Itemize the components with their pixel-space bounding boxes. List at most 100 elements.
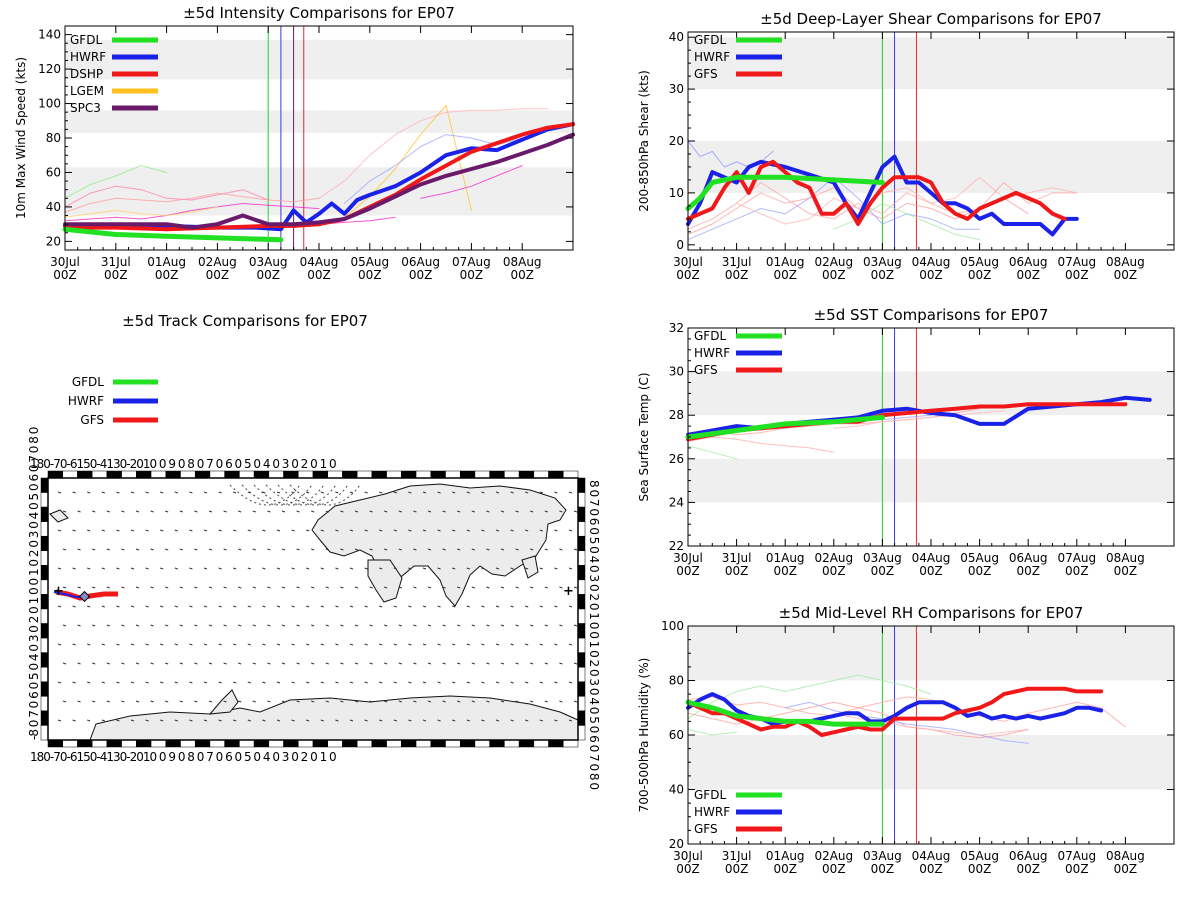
- field-arc: [241, 484, 313, 506]
- field-dash: [218, 605, 222, 608]
- legend-label-hwrf: HWRF: [694, 346, 730, 360]
- field-dash: [87, 605, 91, 608]
- frame-cell-left: [40, 725, 49, 741]
- frame-cell-left: [40, 710, 49, 726]
- y-tick-label: 140: [38, 28, 61, 42]
- frame-cell-left: [40, 594, 49, 610]
- frame-cell-right: [577, 710, 586, 726]
- field-dash: [354, 510, 359, 513]
- field-dash: [252, 510, 256, 513]
- field-dash: [530, 624, 534, 627]
- map-left-tick-labels: -8 0 7 0 6 0 5 0 4 0 3 0 2 0 1 0 0 1 0 2…: [27, 427, 41, 740]
- y-tick-label: 60: [46, 165, 61, 179]
- field-dash: [495, 681, 500, 684]
- map-legend-label-hwrf: HWRF: [68, 394, 104, 408]
- field-dash: [539, 605, 543, 608]
- field-arc: [277, 484, 349, 506]
- field-dash: [481, 719, 485, 722]
- field-dash: [252, 624, 256, 627]
- field-dash: [281, 624, 286, 627]
- field-dash: [130, 567, 135, 570]
- field-dash: [393, 643, 397, 646]
- x-tick-label-date: 02Aug: [814, 849, 853, 863]
- x-tick-label-hour: 00Z: [1114, 564, 1138, 578]
- field-dash: [384, 586, 388, 589]
- field-dash: [208, 700, 213, 703]
- field-dash: [57, 605, 62, 608]
- field-dash: [160, 529, 164, 532]
- field-arc: [289, 484, 361, 506]
- field-dash: [427, 700, 432, 703]
- field-dash: [486, 700, 490, 703]
- x-tick-label-date: 04Aug: [912, 255, 951, 269]
- x-tick-label: 01Aug 00Z: [766, 551, 805, 578]
- x-tick-label-hour: 00Z: [725, 268, 749, 282]
- frame-cell-bottom: [415, 739, 432, 748]
- frame-cell-right: [577, 477, 586, 493]
- field-dash: [349, 719, 354, 722]
- field-dash: [349, 491, 354, 494]
- field-dash: [413, 510, 417, 513]
- field-dash: [238, 662, 242, 665]
- field-dash: [194, 662, 198, 665]
- x-tick-label: 07Aug 00Z: [1057, 551, 1096, 578]
- field-dash: [72, 681, 76, 684]
- field-dash: [306, 681, 310, 684]
- field-dash: [160, 491, 164, 494]
- field-dash: [296, 510, 300, 513]
- field-dash: [233, 681, 237, 684]
- field-dash: [442, 586, 446, 589]
- field-dash: [554, 567, 558, 570]
- field-dash: [57, 491, 62, 494]
- field-dash: [500, 586, 505, 589]
- field-dash: [92, 624, 96, 627]
- field-dash: [320, 567, 324, 570]
- field-dash: [471, 548, 475, 551]
- series-line-thin-5: [833, 410, 1005, 429]
- x-tick-label-date: 04Aug: [912, 551, 951, 565]
- frame-cell-bottom: [371, 739, 387, 748]
- field-dash: [238, 586, 242, 589]
- x-tick-label: 02Aug 00Z: [814, 849, 853, 876]
- field-dash: [340, 548, 344, 551]
- field-dash: [101, 605, 105, 608]
- field-dash: [296, 662, 300, 665]
- field-dash: [218, 567, 222, 570]
- field-dash: [393, 681, 397, 684]
- map-legend-label-gfs: GFS: [80, 413, 104, 427]
- field-dash: [393, 491, 397, 494]
- x-tick-label-date: 07Aug: [1057, 255, 1096, 269]
- field-dash: [189, 491, 193, 494]
- frame-cell-bottom: [342, 739, 358, 748]
- frame-cell-left: [40, 696, 49, 712]
- x-tick-label-date: 01Aug: [147, 255, 186, 269]
- field-dash: [495, 567, 500, 570]
- field-dash: [116, 605, 120, 608]
- field-dash: [422, 529, 427, 532]
- x-tick-label-hour: 00Z: [822, 862, 846, 876]
- map-border: [47, 477, 579, 741]
- field-dash: [291, 643, 295, 646]
- series-line-thin-1: [64, 185, 269, 208]
- field-dash: [568, 491, 573, 494]
- field-dash: [57, 529, 62, 532]
- field-dash: [525, 605, 529, 608]
- field-dash: [320, 719, 324, 722]
- x-tick-label-hour: 00Z: [676, 564, 700, 578]
- frame-cell-right: [577, 608, 586, 624]
- land-arabia: [367, 559, 403, 603]
- field-dash: [252, 662, 256, 665]
- field-dash: [223, 586, 227, 589]
- frame-cell-top: [239, 470, 255, 479]
- frame-cell-top: [209, 470, 225, 479]
- field-dash: [515, 548, 519, 551]
- legend-label-hwrf: HWRF: [694, 805, 730, 819]
- field-dash: [427, 624, 432, 627]
- frame-cell-top: [136, 470, 152, 479]
- x-tick-label-date: 04Aug: [300, 255, 339, 269]
- field-dash: [62, 586, 67, 589]
- track-cross-west: +: [53, 584, 64, 599]
- field-dash: [203, 643, 208, 646]
- field-dash: [311, 510, 315, 513]
- frame-cell-bottom: [136, 739, 152, 748]
